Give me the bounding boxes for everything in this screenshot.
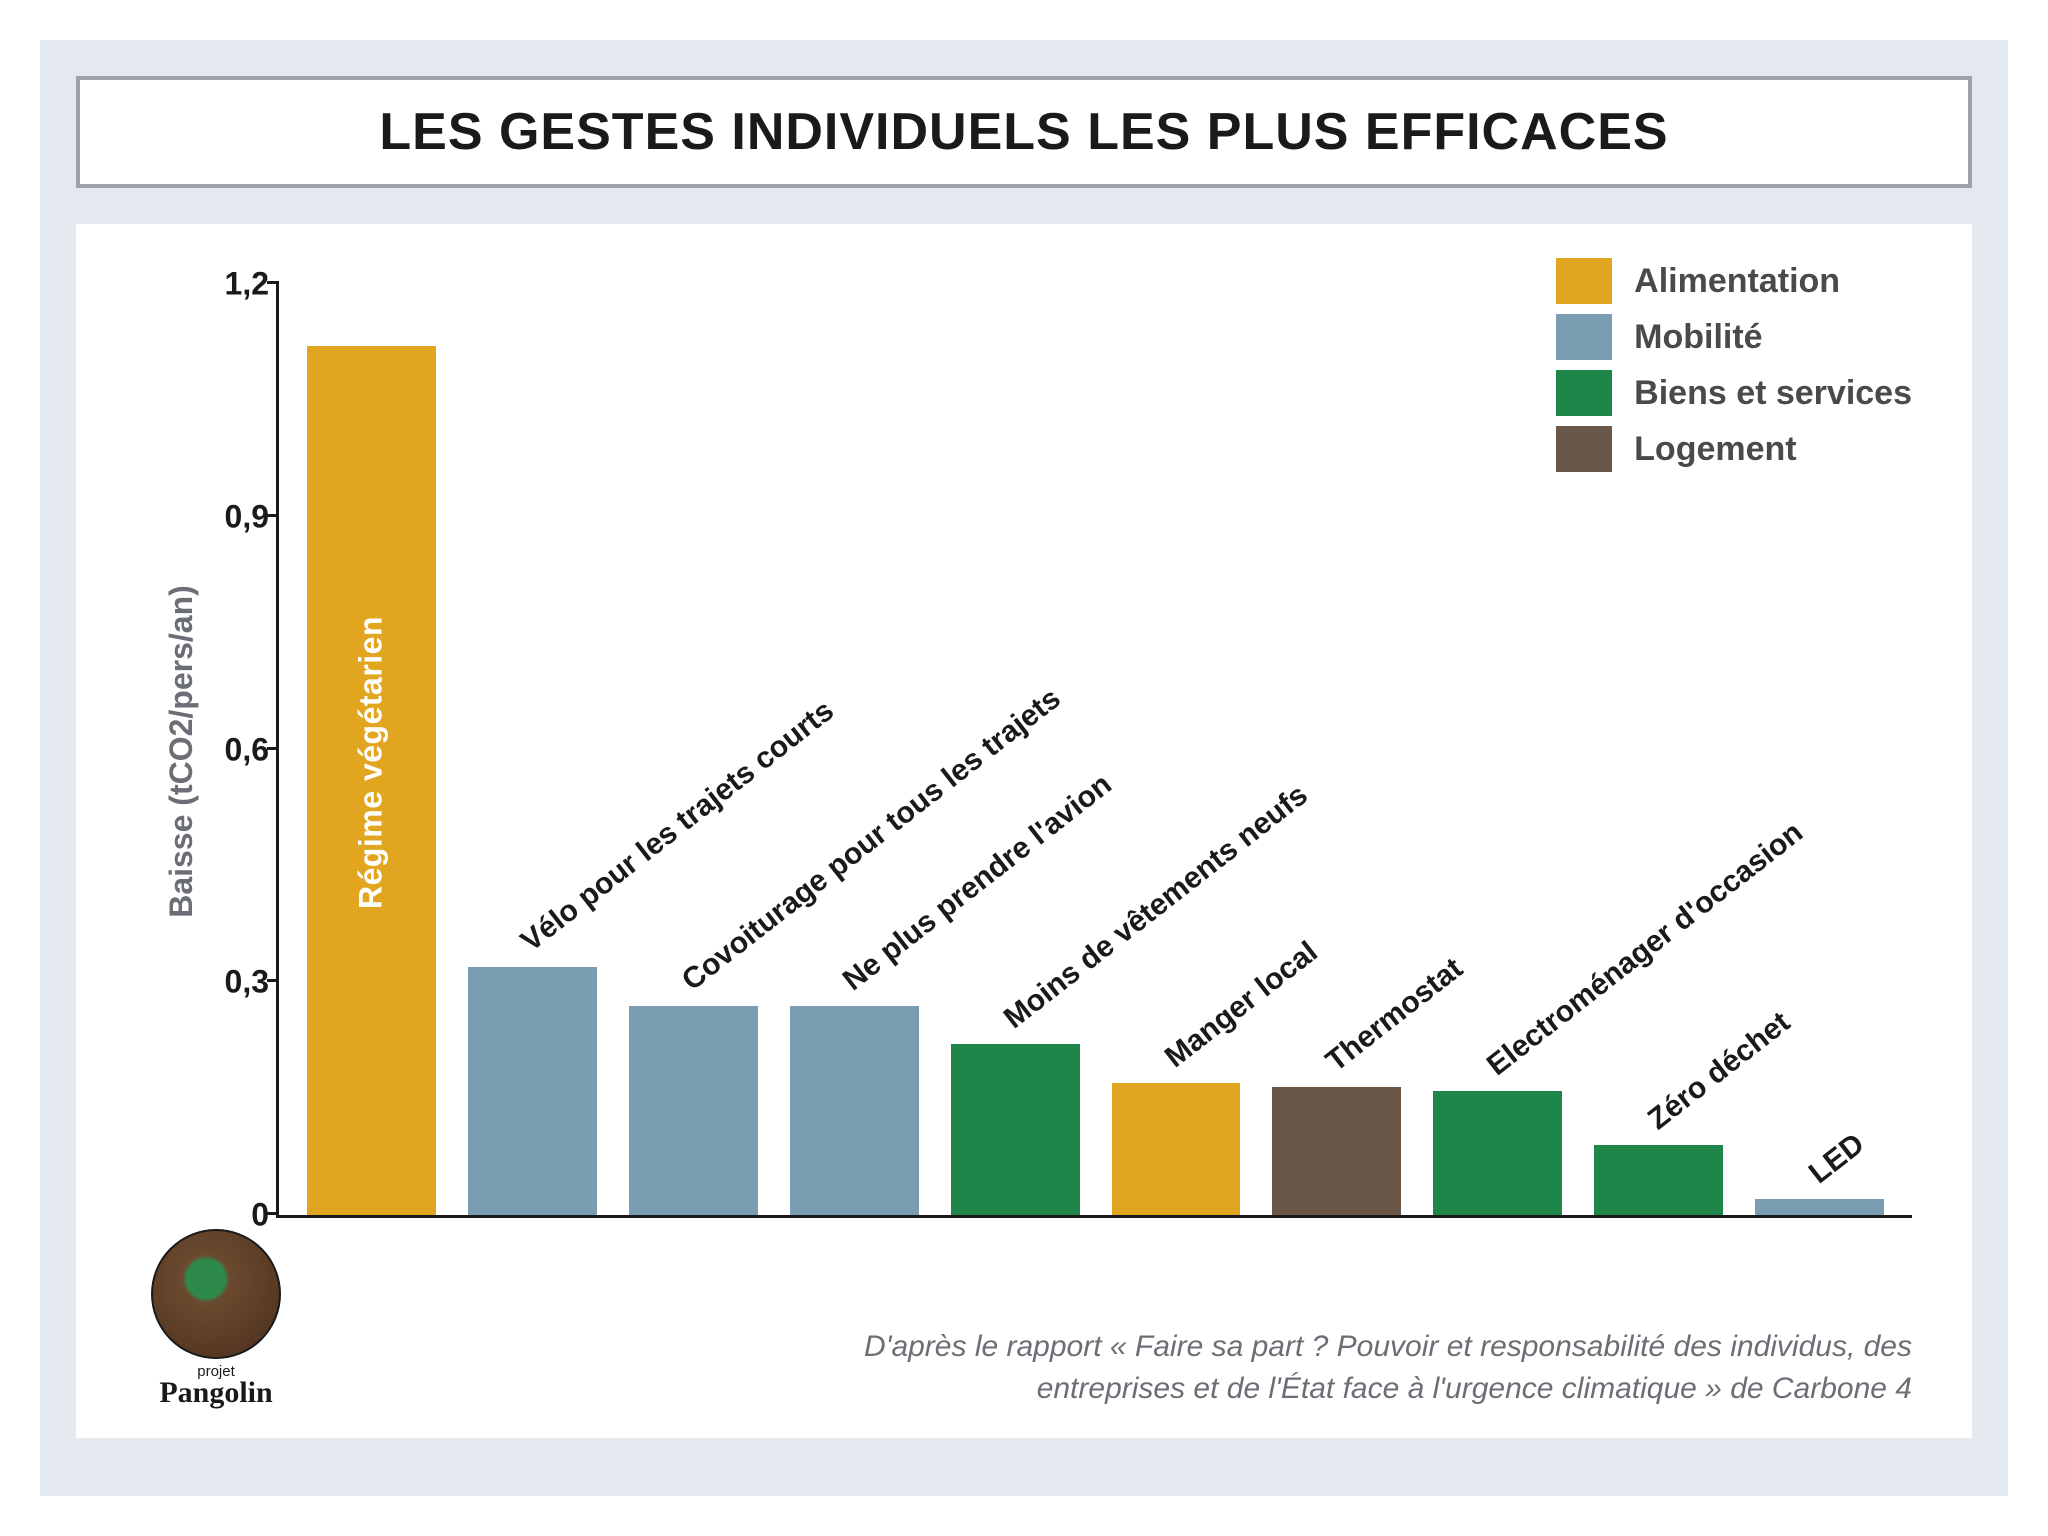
y-tick-mark: [267, 979, 279, 982]
y-tick-label: 0: [189, 1197, 269, 1234]
source-text: D'après le rapport « Faire sa part ? Pou…: [316, 1326, 1912, 1410]
bar-wrap: Thermostat: [1272, 284, 1401, 1215]
bar-wrap: Moins de vêtements neufs: [951, 284, 1080, 1215]
pangolin-logo-icon: [151, 1229, 281, 1359]
y-tick-mark: [267, 747, 279, 750]
bar-wrap: Covoiturage pour tous les trajets: [629, 284, 758, 1215]
bar: Thermostat: [1272, 1087, 1401, 1215]
y-tick-mark: [267, 514, 279, 517]
bar: Régime végétarien: [307, 346, 436, 1215]
y-tick-label: 1,2: [189, 266, 269, 303]
bar-wrap: Zéro déchet: [1594, 284, 1723, 1215]
bar: LED: [1755, 1199, 1884, 1215]
bar: Vélo pour les trajets courts: [468, 967, 597, 1215]
bar-wrap: Electroménager d'occasion: [1433, 284, 1562, 1215]
bar: Zéro déchet: [1594, 1145, 1723, 1215]
bar: Manger local: [1112, 1083, 1241, 1215]
y-tick-label: 0,9: [189, 498, 269, 535]
bar-wrap: Manger local: [1112, 284, 1241, 1215]
bar: Covoiturage pour tous les trajets: [629, 1006, 758, 1215]
bar-wrap: Régime végétarien: [307, 284, 436, 1215]
title-box: LES GESTES INDIVIDUELS LES PLUS EFFICACE…: [76, 76, 1972, 188]
bar-label: Régime végétarien: [353, 616, 390, 909]
bar-wrap: Vélo pour les trajets courts: [468, 284, 597, 1215]
footer: projet Pangolin D'après le rapport « Fai…: [116, 1229, 1912, 1410]
chart-title: LES GESTES INDIVIDUELS LES PLUS EFFICACE…: [120, 102, 1928, 162]
bar-wrap: LED: [1755, 284, 1884, 1215]
logo: projet Pangolin: [116, 1229, 316, 1410]
bar: Moins de vêtements neufs: [951, 1044, 1080, 1215]
bars-container: Régime végétarien Vélo pour les trajets c…: [279, 284, 1912, 1215]
bar: Electroménager d'occasion: [1433, 1091, 1562, 1215]
y-tick-label: 0,3: [189, 964, 269, 1001]
bar-wrap: Ne plus prendre l'avion: [790, 284, 919, 1215]
chart-area: Régime végétarien Vélo pour les trajets c…: [276, 284, 1912, 1218]
y-tick-mark: [267, 1212, 279, 1215]
chart-panel: AlimentationMobilitéBiens et servicesLog…: [76, 224, 1972, 1438]
outer-panel: LES GESTES INDIVIDUELS LES PLUS EFFICACE…: [40, 40, 2008, 1496]
y-tick-mark: [267, 281, 279, 284]
bar: Ne plus prendre l'avion: [790, 1006, 919, 1215]
bar-label: LED: [1803, 1128, 1871, 1192]
logo-name: Pangolin: [159, 1376, 272, 1410]
y-tick-label: 0,6: [189, 731, 269, 768]
